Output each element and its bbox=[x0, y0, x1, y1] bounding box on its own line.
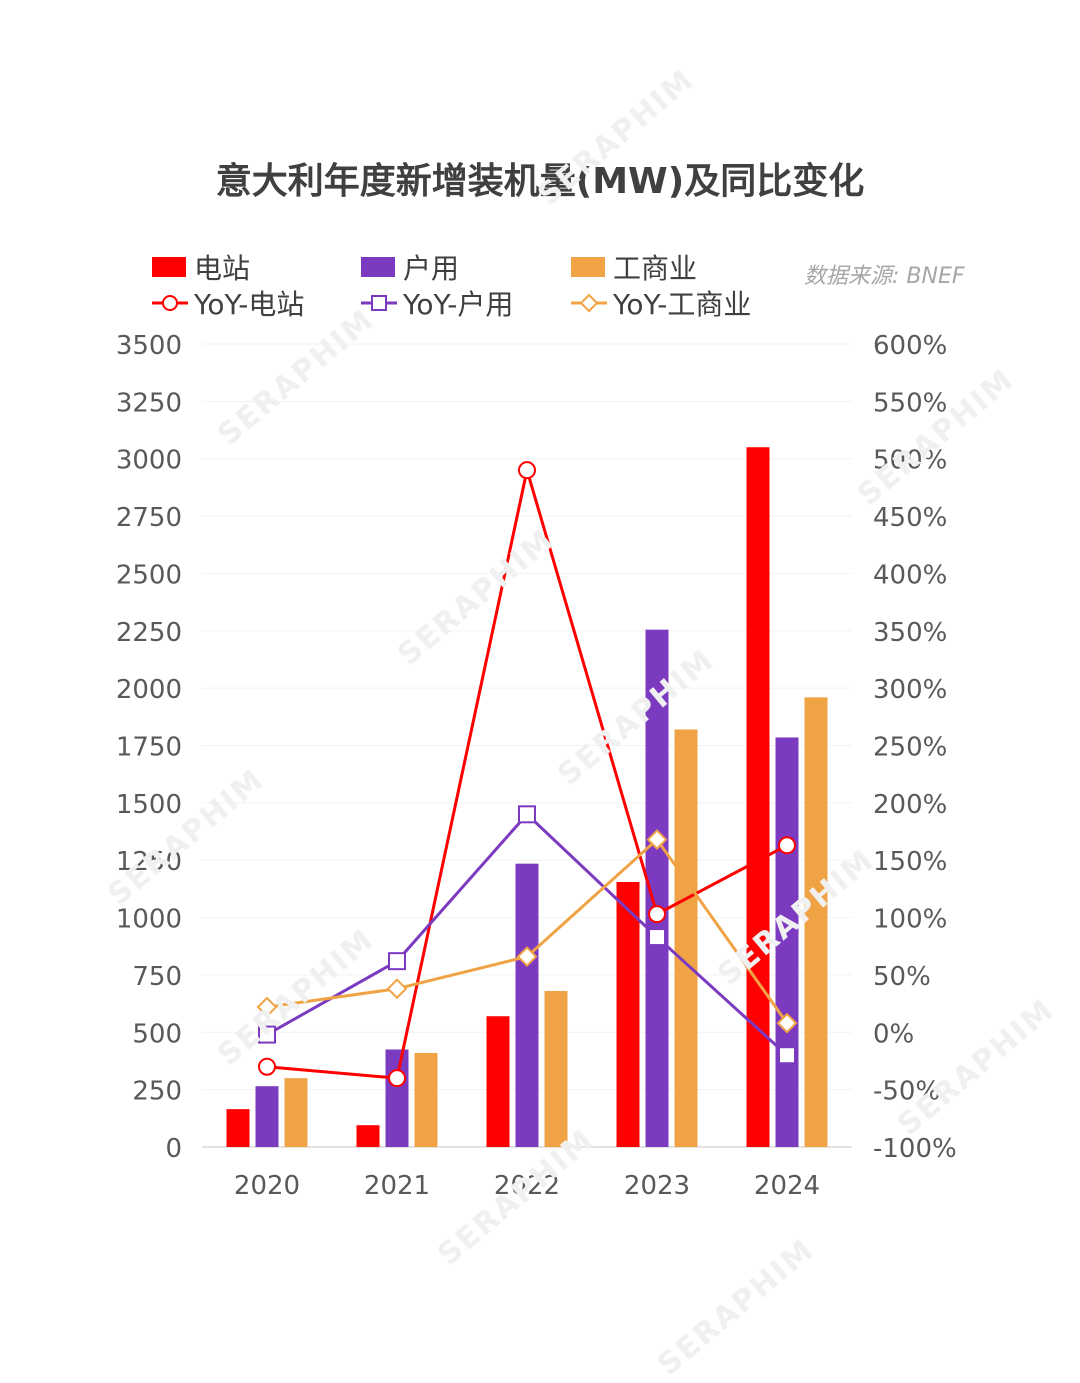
legend-item-commercial: 工商业 bbox=[571, 247, 697, 287]
y-right-tick-label: 100% bbox=[873, 905, 947, 935]
y-left-tick-label: 2000 bbox=[116, 675, 182, 705]
y-right-tick-label: -50% bbox=[873, 1077, 940, 1107]
x-tick-label: 2022 bbox=[494, 1171, 560, 1201]
legend-item-residential: 户用 bbox=[361, 247, 459, 287]
bar bbox=[356, 1125, 380, 1147]
y-right-tick-label: 150% bbox=[873, 847, 947, 877]
data-source: 数据来源: BNEF bbox=[804, 264, 965, 289]
y-left-tick-label: 250 bbox=[132, 1077, 182, 1107]
y-left-tick-label: 2250 bbox=[116, 618, 182, 648]
y-left-tick-label: 0 bbox=[165, 1134, 182, 1164]
bar bbox=[674, 729, 698, 1147]
data-point bbox=[516, 946, 538, 967]
y-left-tick-label: 1000 bbox=[116, 905, 182, 935]
legend-label-residential: 户用 bbox=[403, 252, 460, 285]
y-right-tick-label: 600% bbox=[873, 331, 947, 361]
y-right-tick-label: 550% bbox=[873, 388, 947, 418]
data-point bbox=[778, 1046, 796, 1065]
legend-label-yoy-residential: YoY-户用 bbox=[403, 288, 514, 321]
y-right-tick-label: 50% bbox=[873, 962, 931, 992]
data-point bbox=[388, 1069, 406, 1088]
bar bbox=[645, 629, 669, 1147]
x-tick-label: 2020 bbox=[234, 1171, 300, 1201]
data-point bbox=[388, 952, 406, 971]
bar bbox=[255, 1086, 279, 1147]
bar bbox=[414, 1052, 438, 1147]
y-right-tick-label: 400% bbox=[873, 560, 947, 590]
y-left-tick-label: 3000 bbox=[116, 446, 182, 476]
bar bbox=[616, 882, 640, 1147]
x-tick-label: 2021 bbox=[364, 1171, 430, 1201]
circle-marker-icon bbox=[152, 295, 188, 311]
data-point bbox=[258, 1057, 276, 1076]
bar bbox=[226, 1109, 250, 1147]
x-tick-label: 2024 bbox=[754, 1171, 820, 1201]
bar bbox=[284, 1078, 308, 1147]
data-point bbox=[648, 905, 666, 924]
y-left-tick-label: 500 bbox=[132, 1019, 182, 1049]
y-left-tick-label: 1250 bbox=[116, 847, 182, 877]
legend-item-yoy-power-station: YoY-电站 bbox=[152, 283, 304, 323]
y-left-tick-label: 3500 bbox=[116, 331, 182, 361]
y-left-tick-label: 1750 bbox=[116, 733, 182, 763]
bar bbox=[544, 990, 568, 1147]
legend-label-yoy-commercial: YoY-工商业 bbox=[613, 288, 752, 321]
data-point bbox=[518, 805, 536, 824]
data-point bbox=[776, 1012, 798, 1034]
data-point bbox=[646, 829, 668, 850]
legend-swatch-commercial bbox=[571, 257, 605, 277]
bar bbox=[486, 1016, 510, 1147]
data-point bbox=[778, 836, 796, 855]
y-right-tick-label: 0% bbox=[873, 1019, 914, 1049]
data-point bbox=[386, 978, 408, 1000]
legend-swatch-power-station bbox=[152, 257, 186, 277]
y-right-tick-label: 200% bbox=[873, 790, 947, 820]
bar bbox=[385, 1049, 409, 1147]
diamond-marker-icon bbox=[571, 293, 607, 313]
data-point bbox=[648, 928, 666, 947]
chart-title: 意大利年度新增装机量(MW)及同比变化 bbox=[215, 161, 865, 202]
legend-item-power-station: 电站 bbox=[152, 247, 250, 287]
legend-swatch-residential bbox=[361, 257, 395, 277]
y-left-tick-label: 3250 bbox=[116, 388, 182, 418]
y-right-tick-label: 300% bbox=[873, 675, 947, 705]
y-right-tick-label: -100% bbox=[873, 1134, 957, 1164]
y-left-tick-label: 2750 bbox=[116, 503, 182, 533]
data-point bbox=[518, 461, 536, 480]
data-point bbox=[258, 1025, 276, 1044]
legend-label-commercial: 工商业 bbox=[613, 252, 698, 285]
y-left-tick-label: 750 bbox=[132, 962, 182, 992]
y-left-tick-label: 2500 bbox=[116, 560, 182, 590]
y-right-tick-label: 450% bbox=[873, 503, 947, 533]
y-left-tick-label: 1500 bbox=[116, 790, 182, 820]
chart: 0 250 500 750 1000 1250 1500 1750 2000 2250 2500 27… bbox=[116, 331, 957, 1201]
y-right-tick-label: 500% bbox=[873, 446, 947, 476]
data-point bbox=[256, 996, 278, 1018]
bar bbox=[804, 697, 828, 1147]
y-right-tick-label: 350% bbox=[873, 618, 947, 648]
x-tick-label: 2023 bbox=[624, 1171, 690, 1201]
y-right-tick-label: 250% bbox=[873, 733, 947, 763]
square-marker-icon bbox=[361, 295, 397, 311]
legend-item-yoy-commercial: YoY-工商业 bbox=[571, 283, 751, 323]
legend-label-power-station: 电站 bbox=[194, 252, 251, 285]
bar bbox=[746, 447, 770, 1147]
bar bbox=[515, 863, 539, 1147]
legend-item-yoy-residential: YoY-户用 bbox=[361, 283, 513, 323]
legend-label-yoy-power-station: YoY-电站 bbox=[194, 288, 305, 321]
